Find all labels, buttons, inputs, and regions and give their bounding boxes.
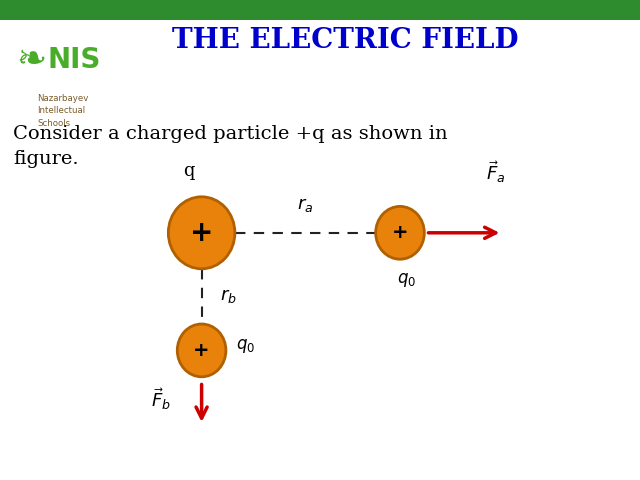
Text: $q_0$: $q_0$ <box>397 271 416 289</box>
Text: +: + <box>392 223 408 242</box>
Bar <box>0 0 640 20</box>
Text: ❧: ❧ <box>16 43 46 77</box>
Text: q: q <box>183 162 195 180</box>
Ellipse shape <box>177 324 226 377</box>
Text: +: + <box>190 219 213 247</box>
Text: $q_0$: $q_0$ <box>236 336 255 355</box>
Text: +: + <box>193 341 210 360</box>
Text: NIS: NIS <box>48 46 101 74</box>
Ellipse shape <box>168 197 235 269</box>
Text: $\vec{F}_a$: $\vec{F}_a$ <box>486 159 506 185</box>
Text: $\vec{F}_b$: $\vec{F}_b$ <box>151 386 172 412</box>
Text: Nazarbayev
Intellectual
Schools: Nazarbayev Intellectual Schools <box>37 94 88 128</box>
Text: Consider a charged particle +q as shown in
figure.: Consider a charged particle +q as shown … <box>13 125 447 168</box>
Ellipse shape <box>376 206 424 259</box>
Text: $r_b$: $r_b$ <box>220 288 236 305</box>
Text: $r_a$: $r_a$ <box>297 196 314 214</box>
Text: THE ELECTRIC FIELD: THE ELECTRIC FIELD <box>172 27 519 54</box>
